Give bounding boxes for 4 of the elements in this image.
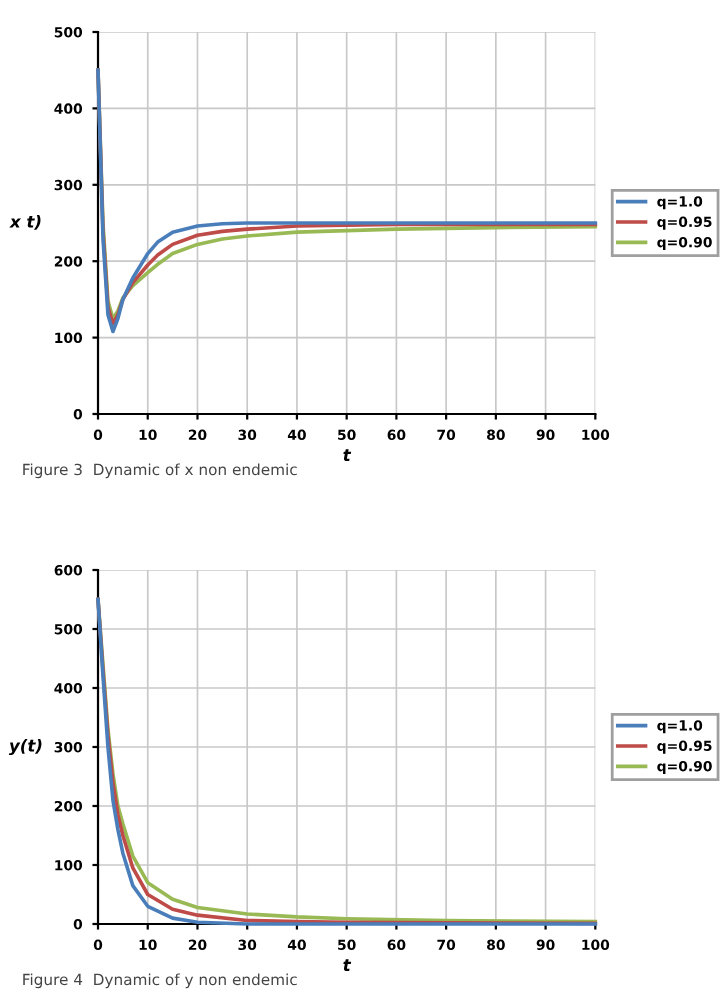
y-axis-title: y(t) — [8, 738, 42, 756]
x-axis-title: t — [343, 959, 352, 971]
y-axis-title: x t) — [9, 214, 41, 230]
x-axis-title: t — [343, 449, 352, 461]
